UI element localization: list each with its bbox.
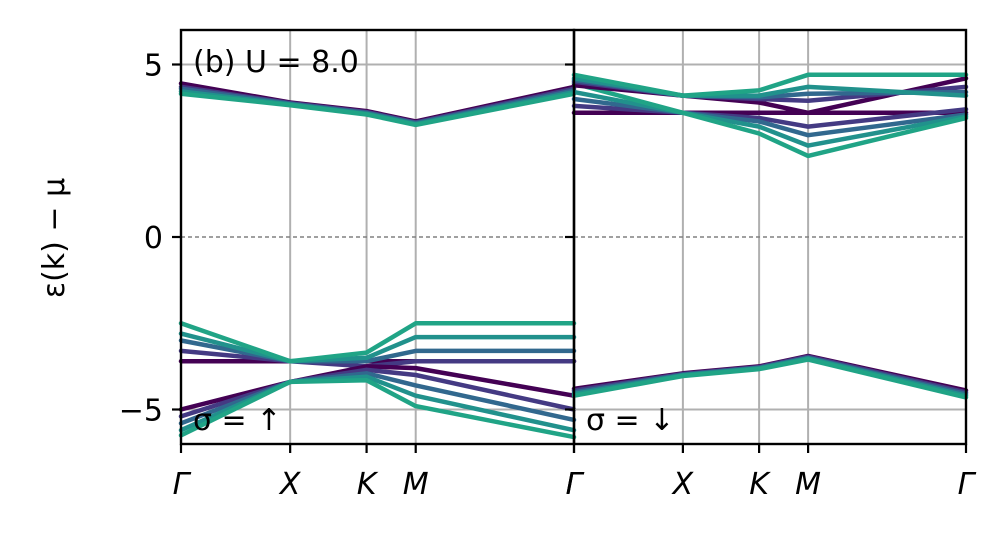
x-tick-label-3: M: [403, 467, 429, 502]
panels-layer: Γ X K M Γ50−5(b) U = 8.0σ = ↑Γ X K M Γσ = ↓: [119, 28, 977, 502]
x-tick-label-1: X: [671, 467, 695, 502]
panel-spin-up: Γ X K M Γ 5 0 −5 (b) U = 8.0 σ = ↑: [119, 28, 585, 502]
y-tick-label-1: 0: [144, 221, 163, 256]
x-tick-label-3: M: [795, 467, 821, 502]
band-line-2: [571, 103, 969, 129]
band-line-15: [178, 377, 577, 440]
panel-spin-down: Γ X K M Γσ = ↓: [565, 28, 977, 502]
x-tick-label-2: K: [357, 467, 379, 502]
x-tick-label-0: Γ: [173, 467, 192, 502]
y-axis-label: ε(k) − μ: [37, 178, 72, 298]
x-tick-label-4: Γ: [958, 467, 977, 502]
x-tick-label-0: Γ: [566, 467, 585, 502]
band-line-9: [178, 331, 577, 364]
band-line-10: [571, 72, 969, 98]
band-line-4: [571, 89, 969, 148]
y-tick-label-0: 5: [144, 49, 163, 84]
spin-annotation: σ = ↑: [193, 403, 281, 438]
y-tick-label-2: −5: [119, 394, 163, 429]
band-line-10: [178, 321, 577, 364]
band-line-5: [178, 91, 577, 128]
band-line-3: [571, 96, 969, 138]
band-line-4: [178, 89, 577, 127]
band-line-15: [571, 357, 969, 400]
panel-title: (b) U = 8.0: [193, 45, 359, 80]
band-line-5: [571, 81, 969, 159]
x-tick-label-1: X: [278, 467, 302, 502]
spin-annotation: σ = ↓: [586, 403, 674, 438]
x-tick-label-2: K: [749, 467, 771, 502]
x-tick-label-4: Γ: [566, 467, 585, 502]
